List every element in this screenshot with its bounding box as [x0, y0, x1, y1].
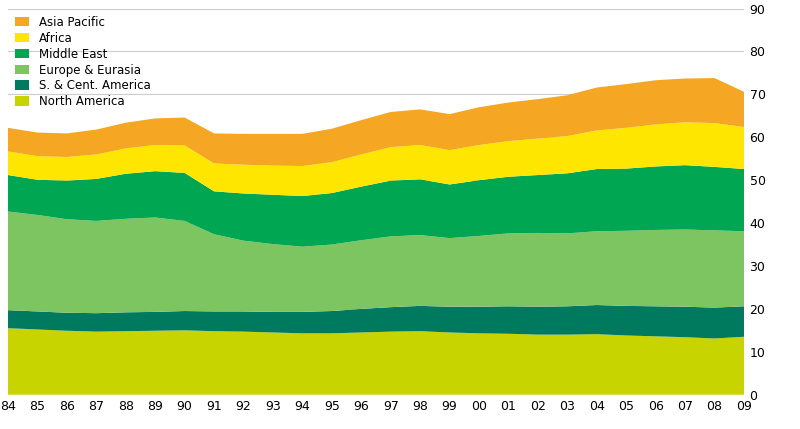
Legend: Asia Pacific, Africa, Middle East, Europe & Eurasia, S. & Cent. America, North A: Asia Pacific, Africa, Middle East, Europ…: [10, 11, 155, 113]
